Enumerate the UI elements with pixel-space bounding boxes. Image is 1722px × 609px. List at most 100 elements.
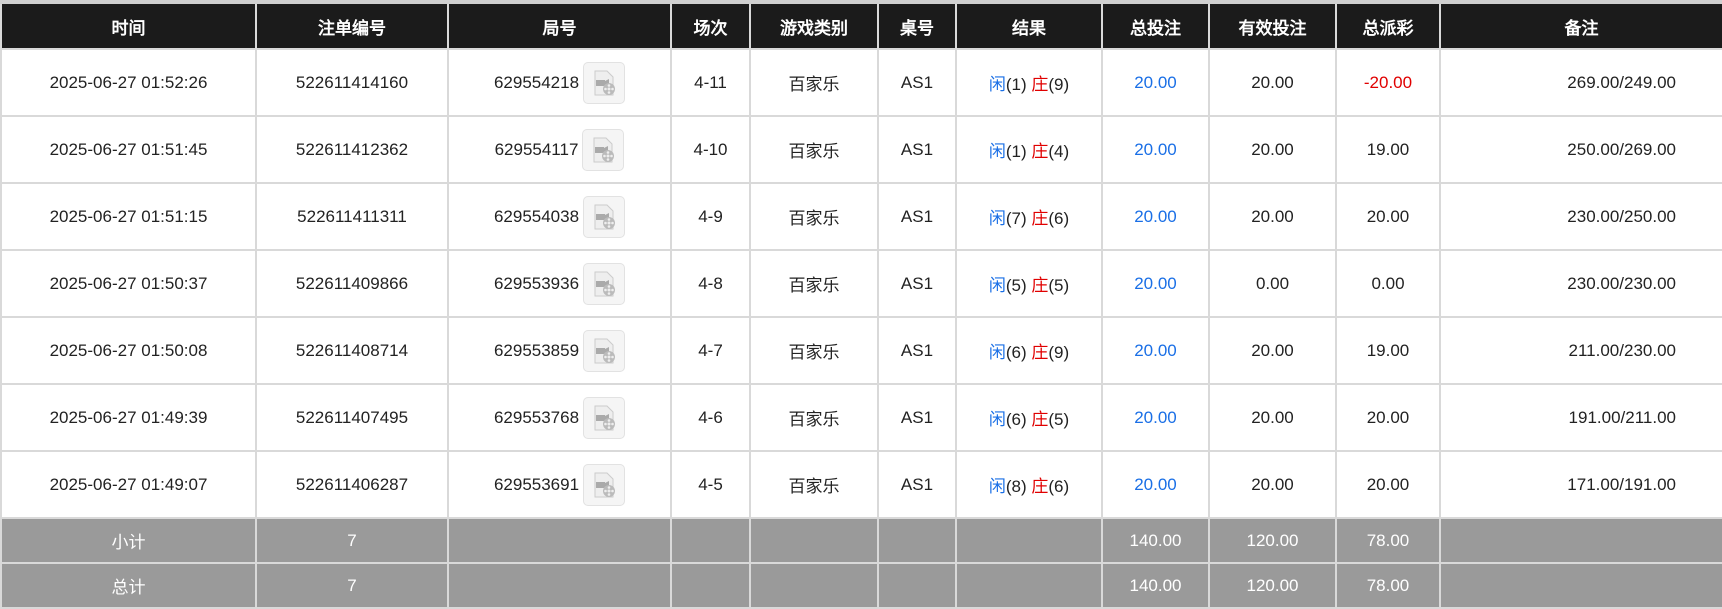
- player-label: 闲: [988, 477, 1006, 496]
- header-valid-bet: 有效投注: [1208, 2, 1337, 50]
- total-bet: 20.00: [1101, 182, 1210, 251]
- player-label: 闲: [988, 343, 1006, 362]
- session: 4-5: [670, 450, 751, 519]
- round-cell: 629554038: [447, 182, 672, 251]
- video-replay-icon[interactable]: [583, 396, 626, 439]
- round-id: 629553936: [493, 273, 580, 293]
- header-total-payout: 总派彩: [1335, 2, 1441, 50]
- bet-time: 2025-06-27 01:49:39: [0, 383, 257, 452]
- bet-id: 522611414160: [255, 48, 449, 117]
- round-id: 629553859: [493, 340, 580, 360]
- footer-payout: 78.00: [1335, 562, 1441, 609]
- player-score: (8): [1005, 477, 1027, 496]
- player-label: 闲: [988, 276, 1006, 295]
- banker-score: (5): [1048, 276, 1070, 295]
- round-id: 629554117: [494, 139, 579, 159]
- game-type: 百家乐: [749, 48, 879, 117]
- valid-bet: 20.00: [1208, 182, 1337, 251]
- round-id: 629554038: [493, 206, 580, 226]
- bet-time: 2025-06-27 01:49:07: [0, 450, 257, 519]
- banker-label: 庄: [1031, 142, 1049, 161]
- round-cell: 629553691: [447, 450, 672, 519]
- total-bet: 20.00: [1101, 48, 1210, 117]
- valid-bet: 0.00: [1208, 249, 1337, 318]
- game-type: 百家乐: [749, 249, 879, 318]
- result: 闲(8) 庄(6): [955, 450, 1103, 519]
- banker-label: 庄: [1031, 276, 1049, 295]
- round-cell: 629554117: [447, 115, 672, 184]
- total-payout: 20.00: [1335, 182, 1441, 251]
- table-row: 2025-06-27 01:51:15 522611411311 6295540…: [0, 182, 1722, 251]
- table-header: 时间 注单编号 局号 场次 游戏类别 桌号 结果 总投注 有效投注 总派彩 备注: [0, 2, 1722, 50]
- player-label: 闲: [988, 75, 1006, 94]
- table-no: AS1: [877, 450, 957, 519]
- round-cell: 629554218: [447, 48, 672, 117]
- banker-score: (4): [1048, 142, 1070, 161]
- result: 闲(1) 庄(9): [955, 48, 1103, 117]
- table-row: 2025-06-27 01:49:39 522611407495 6295537…: [0, 383, 1722, 452]
- header-result: 结果: [955, 2, 1103, 50]
- session: 4-11: [670, 48, 751, 117]
- header-memo: 备注: [1439, 2, 1722, 50]
- session: 4-7: [670, 316, 751, 385]
- banker-score: (5): [1048, 410, 1070, 429]
- footer-count: 7: [255, 517, 449, 564]
- total-payout: 19.00: [1335, 115, 1441, 184]
- round-id: 629553768: [493, 407, 580, 427]
- session: 4-6: [670, 383, 751, 452]
- video-replay-icon[interactable]: [582, 128, 625, 171]
- result: 闲(6) 庄(5): [955, 383, 1103, 452]
- result: 闲(7) 庄(6): [955, 182, 1103, 251]
- total-row: 总计 7 140.00 120.00 78.00: [0, 562, 1722, 609]
- game-type: 百家乐: [749, 115, 879, 184]
- player-label: 闲: [988, 410, 1006, 429]
- memo: 250.00/269.00: [1439, 115, 1722, 184]
- result: 闲(5) 庄(5): [955, 249, 1103, 318]
- table-row: 2025-06-27 01:49:07 522611406287 6295536…: [0, 450, 1722, 519]
- total-bet: 20.00: [1101, 383, 1210, 452]
- banker-score: (9): [1048, 343, 1070, 362]
- banker-label: 庄: [1031, 209, 1049, 228]
- player-score: (7): [1005, 209, 1027, 228]
- subtotal-row: 小计 7 140.00 120.00 78.00: [0, 517, 1722, 564]
- valid-bet: 20.00: [1208, 450, 1337, 519]
- total-bet: 20.00: [1101, 249, 1210, 318]
- footer-valid-bet: 120.00: [1208, 562, 1337, 609]
- video-replay-icon[interactable]: [583, 262, 626, 305]
- player-score: (6): [1005, 343, 1027, 362]
- footer-label: 小计: [0, 517, 257, 564]
- header-total-bet: 总投注: [1101, 2, 1210, 50]
- table-no: AS1: [877, 115, 957, 184]
- total-bet: 20.00: [1101, 450, 1210, 519]
- video-replay-icon[interactable]: [583, 329, 626, 372]
- session: 4-8: [670, 249, 751, 318]
- banker-label: 庄: [1031, 477, 1049, 496]
- header-bet-id: 注单编号: [255, 2, 449, 50]
- bet-time: 2025-06-27 01:52:26: [0, 48, 257, 117]
- total-bet: 20.00: [1101, 316, 1210, 385]
- bet-id: 522611411311: [255, 182, 449, 251]
- banker-score: (6): [1048, 209, 1070, 228]
- round-id: 629553691: [493, 474, 580, 494]
- bet-time: 2025-06-27 01:50:37: [0, 249, 257, 318]
- video-replay-icon[interactable]: [583, 463, 626, 506]
- table-no: AS1: [877, 182, 957, 251]
- round-cell: 629553936: [447, 249, 672, 318]
- total-payout: -20.00: [1335, 48, 1441, 117]
- memo: 191.00/211.00: [1439, 383, 1722, 452]
- header-time: 时间: [0, 2, 257, 50]
- player-label: 闲: [988, 142, 1006, 161]
- table-no: AS1: [877, 383, 957, 452]
- player-score: (1): [1005, 142, 1027, 161]
- video-replay-icon[interactable]: [583, 195, 626, 238]
- bet-time: 2025-06-27 01:51:45: [0, 115, 257, 184]
- video-replay-icon[interactable]: [583, 61, 626, 104]
- table-row: 2025-06-27 01:50:37 522611409866 6295539…: [0, 249, 1722, 318]
- table-row: 2025-06-27 01:52:26 522611414160 6295542…: [0, 48, 1722, 117]
- total-payout: 19.00: [1335, 316, 1441, 385]
- table-no: AS1: [877, 249, 957, 318]
- session: 4-10: [670, 115, 751, 184]
- memo: 230.00/230.00: [1439, 249, 1722, 318]
- header-game-type: 游戏类别: [749, 2, 879, 50]
